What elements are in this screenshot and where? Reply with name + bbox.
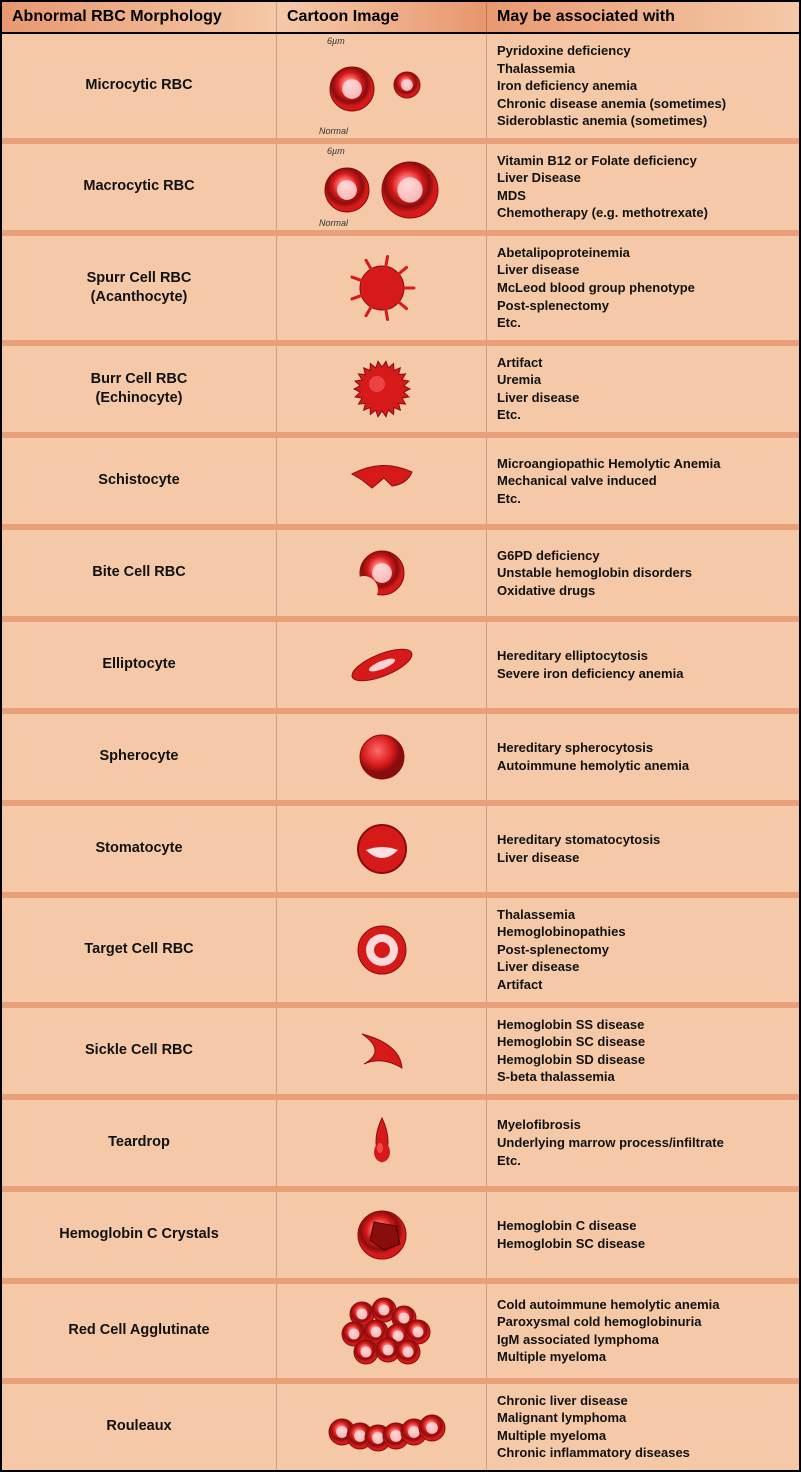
- associated-list: Vitamin B12 or Folate deficiencyLiver Di…: [497, 152, 789, 222]
- associated-list: G6PD deficiencyUnstable hemoglobin disor…: [497, 547, 789, 600]
- associated-cell: Hemoglobin SS diseaseHemoglobin SC disea…: [487, 1008, 799, 1094]
- table-row: Bite Cell RBC G6PD deficiencyUnstable he…: [2, 530, 799, 622]
- associated-list: Hemoglobin SS diseaseHemoglobin SC disea…: [497, 1016, 789, 1086]
- associated-list: ThalassemiaHemoglobinopathiesPost-splene…: [497, 906, 789, 994]
- table-row: Red Cell Agglutinate: [2, 1284, 799, 1384]
- cartoon-image-cell: [277, 1192, 487, 1278]
- table-row: Stomatocyte Hereditary stomatocytosisLiv…: [2, 806, 799, 898]
- morphology-name: Macrocytic RBC: [12, 177, 266, 196]
- cartoon-image-cell: [277, 1100, 487, 1186]
- morphology-cell: Stomatocyte: [2, 806, 277, 892]
- morphology-name: Bite Cell RBC: [12, 563, 266, 582]
- table-row: Spherocyte Hereditary spherocytosisAutoi…: [2, 714, 799, 806]
- morphology-name: Teardrop: [12, 1133, 266, 1152]
- associated-cell: Vitamin B12 or Folate deficiencyLiver Di…: [487, 144, 799, 230]
- associated-cell: ArtifactUremiaLiver diseaseEtc.: [487, 346, 799, 432]
- associated-cell: ThalassemiaHemoglobinopathiesPost-splene…: [487, 898, 799, 1002]
- header-morphology: Abnormal RBC Morphology: [2, 2, 277, 32]
- cartoon-image-cell: [277, 898, 487, 1002]
- cartoon-image-cell: [277, 1008, 487, 1094]
- morphology-cell: Spherocyte: [2, 714, 277, 800]
- associated-cell: Cold autoimmune hemolytic anemiaParoxysm…: [487, 1284, 799, 1378]
- table-row: Rouleaux: [2, 1384, 799, 1470]
- table-row: Schistocyte Microangiopathic Hemolytic An…: [2, 438, 799, 530]
- table-row: Sickle Cell RBC Hemoglobin SS diseaseHemo…: [2, 1008, 799, 1100]
- morphology-name: Burr Cell RBC(Echinocyte): [12, 370, 266, 408]
- associated-list: Pyridoxine deficiencyThalassemiaIron def…: [497, 42, 789, 130]
- morphology-cell: Rouleaux: [2, 1384, 277, 1470]
- associated-cell: Hereditary spherocytosisAutoimmune hemol…: [487, 714, 799, 800]
- cartoon-image-cell: 6µm Normal: [277, 34, 487, 138]
- associated-list: Chronic liver diseaseMalignant lymphomaM…: [497, 1392, 789, 1462]
- associated-cell: G6PD deficiencyUnstable hemoglobin disor…: [487, 530, 799, 616]
- morphology-cell: Teardrop: [2, 1100, 277, 1186]
- associated-cell: Microangiopathic Hemolytic AnemiaMechani…: [487, 438, 799, 524]
- associated-cell: MyelofibrosisUnderlying marrow process/i…: [487, 1100, 799, 1186]
- morphology-cell: Schistocyte: [2, 438, 277, 524]
- morphology-name: Red Cell Agglutinate: [12, 1321, 266, 1340]
- table-row: Target Cell RBC ThalassemiaHemoglobinopa…: [2, 898, 799, 1008]
- morphology-name: Spurr Cell RBC(Acanthocyte): [12, 269, 266, 307]
- associated-list: Cold autoimmune hemolytic anemiaParoxysm…: [497, 1296, 789, 1366]
- morphology-name: Schistocyte: [12, 471, 266, 490]
- table-row: Burr Cell RBC(Echinocyte) ArtifactUremiaL…: [2, 346, 799, 438]
- associated-cell: Hereditary elliptocytosisSevere iron def…: [487, 622, 799, 708]
- header-associated: May be associated with: [487, 2, 799, 32]
- associated-list: Hereditary stomatocytosisLiver disease: [497, 831, 789, 866]
- cartoon-image-cell: 6µm Normal: [277, 144, 487, 230]
- associated-list: Hemoglobin C diseaseHemoglobin SC diseas…: [497, 1217, 789, 1252]
- associated-cell: Pyridoxine deficiencyThalassemiaIron def…: [487, 34, 799, 138]
- rbc-morphology-table: Abnormal RBC Morphology Cartoon Image Ma…: [0, 0, 801, 1472]
- cartoon-image-cell: [277, 1284, 487, 1378]
- associated-list: Hereditary spherocytosisAutoimmune hemol…: [497, 739, 789, 774]
- morphology-name: Rouleaux: [12, 1417, 266, 1436]
- cartoon-image-cell: [277, 438, 487, 524]
- morphology-name: Target Cell RBC: [12, 940, 266, 959]
- table-row: Spurr Cell RBC(Acanthocyte) Abetalipoprot…: [2, 236, 799, 346]
- cartoon-image-cell: [277, 530, 487, 616]
- table-row: Elliptocyte Hereditary elliptocytosisSev…: [2, 622, 799, 714]
- morphology-cell: Macrocytic RBC: [2, 144, 277, 230]
- cartoon-image-cell: [277, 806, 487, 892]
- morphology-cell: Microcytic RBC: [2, 34, 277, 138]
- header-image: Cartoon Image: [277, 2, 487, 32]
- morphology-cell: Burr Cell RBC(Echinocyte): [2, 346, 277, 432]
- morphology-cell: Spurr Cell RBC(Acanthocyte): [2, 236, 277, 340]
- morphology-name: Sickle Cell RBC: [12, 1041, 266, 1060]
- table-row: Microcytic RBC 6µm Normal: [2, 34, 799, 144]
- morphology-cell: Bite Cell RBC: [2, 530, 277, 616]
- table-row: Macrocytic RBC 6µm Normal: [2, 144, 799, 236]
- associated-list: ArtifactUremiaLiver diseaseEtc.: [497, 354, 789, 424]
- cartoon-image-cell: [277, 714, 487, 800]
- cartoon-image-cell: [277, 346, 487, 432]
- morphology-name: Spherocyte: [12, 747, 266, 766]
- morphology-cell: Hemoglobin C Crystals: [2, 1192, 277, 1278]
- morphology-cell: Red Cell Agglutinate: [2, 1284, 277, 1378]
- associated-list: Hereditary elliptocytosisSevere iron def…: [497, 647, 789, 682]
- associated-cell: Hemoglobin C diseaseHemoglobin SC diseas…: [487, 1192, 799, 1278]
- associated-cell: Hereditary stomatocytosisLiver disease: [487, 806, 799, 892]
- morphology-name: Hemoglobin C Crystals: [12, 1225, 266, 1244]
- associated-cell: Chronic liver diseaseMalignant lymphomaM…: [487, 1384, 799, 1470]
- morphology-cell: Elliptocyte: [2, 622, 277, 708]
- cartoon-image-cell: [277, 1384, 487, 1470]
- morphology-cell: Sickle Cell RBC: [2, 1008, 277, 1094]
- associated-cell: AbetalipoproteinemiaLiver diseaseMcLeod …: [487, 236, 799, 340]
- morphology-name: Stomatocyte: [12, 839, 266, 858]
- cartoon-image-cell: [277, 622, 487, 708]
- associated-list: Microangiopathic Hemolytic AnemiaMechani…: [497, 455, 789, 508]
- morphology-cell: Target Cell RBC: [2, 898, 277, 1002]
- associated-list: AbetalipoproteinemiaLiver diseaseMcLeod …: [497, 244, 789, 332]
- morphology-name: Elliptocyte: [12, 655, 266, 674]
- table-header-row: Abnormal RBC Morphology Cartoon Image Ma…: [2, 2, 799, 34]
- associated-list: MyelofibrosisUnderlying marrow process/i…: [497, 1116, 789, 1169]
- morphology-name: Microcytic RBC: [12, 76, 266, 95]
- table-row: Teardrop MyelofibrosisUnderlying marrow …: [2, 1100, 799, 1192]
- cartoon-image-cell: [277, 236, 487, 340]
- table-row: Hemoglobin C Crystals Hemoglobin C disea…: [2, 1192, 799, 1284]
- table-body: Microcytic RBC 6µm Normal: [2, 34, 799, 1470]
